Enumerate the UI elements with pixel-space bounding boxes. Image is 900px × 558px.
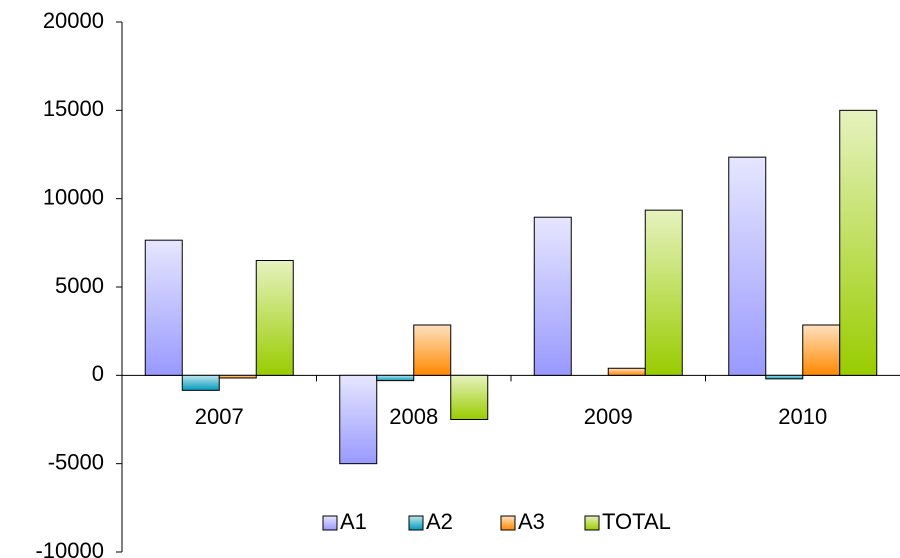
legend-swatch [584, 515, 600, 531]
legend-swatch [500, 515, 516, 531]
bar [728, 156, 767, 376]
bar [144, 239, 183, 376]
legend-label: TOTAL [602, 509, 671, 534]
legend-label: A3 [518, 509, 545, 534]
bar [376, 374, 415, 382]
bar [644, 209, 683, 376]
x-tick-label: 2007 [195, 404, 244, 429]
bar [413, 324, 452, 376]
bar [339, 374, 378, 465]
bar [181, 374, 220, 391]
y-tick-label: -5000 [48, 449, 104, 474]
bar [607, 367, 646, 376]
y-tick-label: 10000 [43, 184, 104, 209]
legend-label: A1 [340, 509, 367, 534]
y-tick-label: 0 [92, 361, 104, 386]
bar [255, 260, 294, 376]
y-tick-label: 5000 [55, 273, 104, 298]
y-tick-label: 20000 [43, 8, 104, 33]
y-tick-label: -10000 [35, 538, 104, 558]
x-tick-label: 2008 [389, 404, 438, 429]
bar [218, 374, 257, 379]
legend-swatch [322, 515, 338, 531]
bar [839, 109, 878, 376]
x-tick-label: 2009 [584, 404, 633, 429]
legend-label: A2 [426, 509, 453, 534]
x-tick-label: 2010 [778, 404, 827, 429]
bar [765, 374, 804, 380]
bar [533, 216, 572, 376]
legend-swatch [408, 515, 424, 531]
y-tick-label: 15000 [43, 96, 104, 121]
bar [450, 374, 489, 421]
bar [802, 324, 841, 376]
